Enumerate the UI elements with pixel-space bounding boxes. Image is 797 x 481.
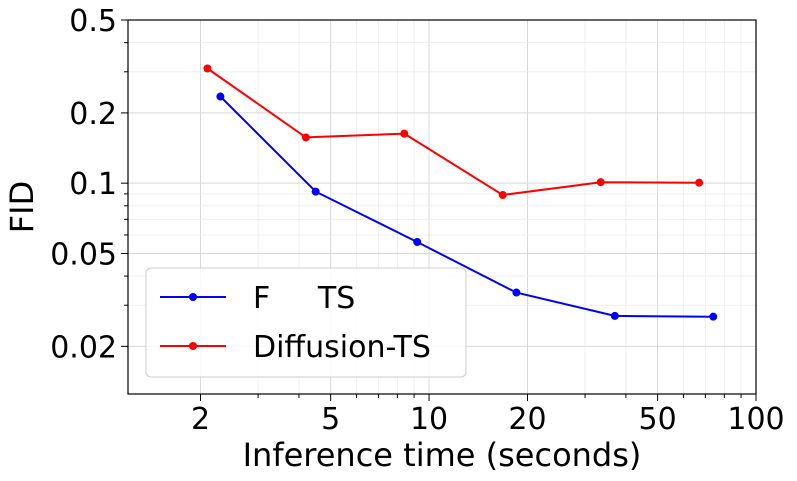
data-series [203,64,718,321]
x-tick-label: 10 [410,402,448,437]
plot-area-frame [127,19,757,395]
data-point-ftsts [413,237,422,246]
legend: F TS Diffusion-TS [145,267,467,378]
x-tick-label: 2 [191,402,210,437]
data-point-diffusion-ts [400,129,409,138]
x-axis-label: Inference time (seconds) [243,436,642,474]
legend-box [145,267,467,378]
data-point-ftsts [216,92,225,101]
data-point-diffusion-ts [596,178,605,187]
series-line-ftsts [219,95,714,318]
axis-ticks: 2 5 10 20 50 100 0.02 0.05 0.1 0.2 0.5 [50,4,784,437]
data-point-diffusion-ts [498,190,507,199]
legend-marker-diffusion-ts [189,342,197,350]
x-tick-label: 20 [508,402,546,437]
y-tick-label: 0.2 [69,97,117,132]
data-point-ftsts [311,187,320,196]
legend-label-ftsts: F TS [253,281,355,316]
data-point-diffusion-ts [301,133,310,142]
x-tick-label: 5 [321,402,340,437]
data-point-ftsts [709,312,718,321]
legend-marker-ftsts [189,293,197,301]
series-line-diffusion-ts [206,67,700,197]
y-axis-label: FID [3,181,41,233]
legend-label-diffusion-ts: Diffusion-TS [253,330,431,365]
y-tick-label: 0.5 [69,4,117,39]
data-point-ftsts [512,288,521,297]
x-tick-label: 100 [727,402,784,437]
data-point-diffusion-ts [203,64,212,73]
x-tick-label: 50 [638,402,676,437]
data-point-diffusion-ts [695,178,704,187]
data-point-ftsts [610,311,619,320]
y-tick-label: 0.02 [50,330,117,365]
y-tick-label: 0.1 [69,167,117,202]
y-tick-label: 0.05 [50,237,117,272]
